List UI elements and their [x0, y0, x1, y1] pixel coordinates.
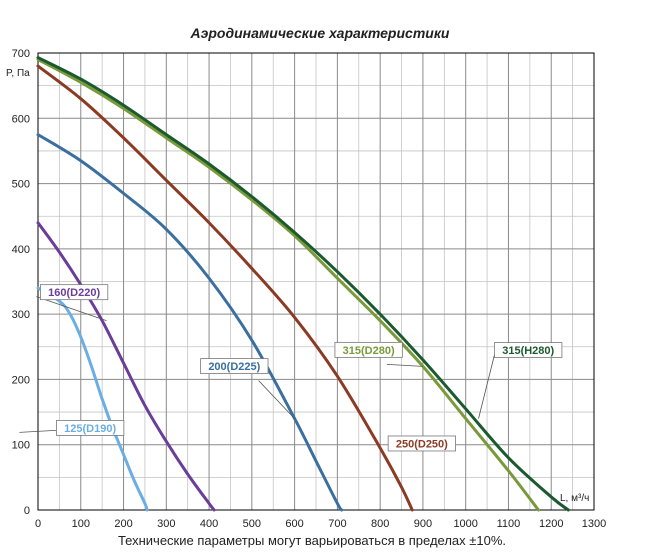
chart-title: Аэродинамические характеристики — [190, 25, 450, 41]
y-tick-labels: 0 100 200 300 400 500 600 700 — [12, 48, 30, 517]
series-line-250-d250 — [36, 64, 414, 512]
curve-label-box — [387, 435, 456, 452]
y-tick-label: 200 — [12, 374, 30, 386]
series-line-125-d190 — [36, 286, 149, 512]
x-tick-label: 400 — [200, 518, 218, 530]
series-lines — [36, 56, 570, 512]
y-tick-label: 700 — [12, 48, 30, 60]
series-line-200-d225 — [36, 133, 344, 512]
x-tick-label: 500 — [243, 518, 261, 530]
curve-label: 200(D225) — [208, 361, 260, 373]
footnote: Технические параметры могут варьироватьс… — [118, 533, 506, 548]
curve-labels: 125(D190) 160(D220) 200(D225) 250(D250) 315(… — [19, 284, 563, 452]
x-axis-label: L, м³/ч — [560, 493, 589, 504]
curve-label-leader — [386, 363, 423, 367]
x-tick-label: 600 — [285, 518, 303, 530]
y-tick-label: 500 — [12, 179, 30, 191]
x-tick-labels: 0 100 200 300 400 500 600 700 800 900 1000 1100 1200… — [35, 518, 606, 530]
y-tick-label: 600 — [12, 113, 30, 125]
curve-label: 315(H280) — [502, 345, 554, 357]
curve-label-box — [494, 342, 563, 359]
y-tick-label: 400 — [12, 244, 30, 256]
series-line-315-d280 — [36, 58, 540, 512]
x-tick-label: 1100 — [497, 518, 521, 530]
y-axis-label: P, Па — [6, 68, 30, 79]
curve-label: 315(D280) — [343, 345, 395, 357]
x-tick-label: 800 — [371, 518, 389, 530]
curve-label-box — [40, 284, 109, 301]
curve-label-leader — [478, 354, 495, 419]
curve-label-box — [200, 358, 269, 375]
x-tick-label: 300 — [157, 518, 175, 530]
x-tick-label: 0 — [35, 518, 41, 530]
curve-label-box — [334, 341, 403, 358]
curve-label: 125(D190) — [64, 423, 116, 435]
grid-minor — [38, 53, 594, 510]
series-line-315-h280 — [36, 56, 570, 512]
series-line-160-d220 — [36, 221, 216, 512]
x-tick-label: 1200 — [539, 518, 563, 530]
x-tick-label: 700 — [328, 518, 346, 530]
plot-frame — [37, 52, 595, 511]
curve-label: 160(D220) — [48, 287, 100, 299]
y-tick-label: 0 — [24, 505, 30, 517]
curve-label-leader — [258, 380, 295, 419]
x-tick-label: 100 — [72, 518, 90, 530]
x-tick-label: 1000 — [453, 518, 477, 530]
y-tick-label: 100 — [12, 440, 30, 452]
x-tick-label: 200 — [114, 518, 132, 530]
curve-label-leader — [36, 296, 107, 322]
curve-label: 250(D250) — [396, 438, 448, 450]
x-tick-label: 900 — [414, 518, 432, 530]
y-tick-label: 300 — [12, 309, 30, 321]
x-tick-label: 1300 — [582, 518, 606, 530]
curve-label-box — [56, 419, 125, 436]
